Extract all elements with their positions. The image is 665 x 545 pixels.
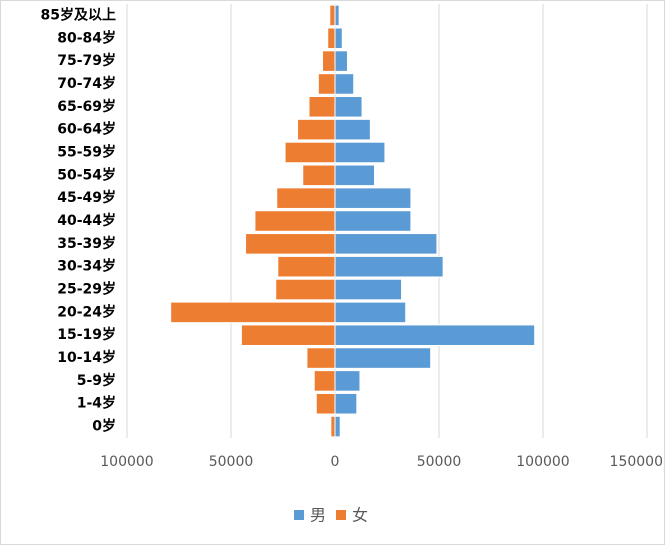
bar xyxy=(284,141,336,164)
bar xyxy=(334,278,403,301)
y-tick-label: 1-4岁 xyxy=(77,395,116,412)
y-tick-label: 20-24岁 xyxy=(57,303,116,320)
y-tick-label: 10-14岁 xyxy=(57,349,116,366)
bar xyxy=(315,392,336,415)
y-tick-label: 5-9岁 xyxy=(77,372,116,389)
y-tick-label: 60-64岁 xyxy=(57,121,116,138)
bar xyxy=(277,255,336,278)
bar xyxy=(334,392,358,415)
bar xyxy=(276,187,336,209)
x-tick-label: 0 xyxy=(331,454,340,470)
y-tick-label: 40-44岁 xyxy=(57,212,116,229)
bar xyxy=(170,301,336,324)
bar xyxy=(334,255,444,278)
bar xyxy=(317,73,336,95)
bar xyxy=(275,278,336,301)
bar xyxy=(334,370,361,392)
y-tick-label: 75-79岁 xyxy=(57,52,116,69)
bar xyxy=(302,164,336,187)
x-tick-label: 50000 xyxy=(209,454,254,470)
y-tick-label: 35-39岁 xyxy=(57,235,116,252)
bar xyxy=(334,96,363,118)
bar xyxy=(240,324,336,346)
y-tick-label: 30-34岁 xyxy=(57,258,116,275)
legend-swatch xyxy=(294,510,304,520)
legend-label: 男 xyxy=(310,506,326,525)
bar xyxy=(334,301,407,324)
bar xyxy=(334,27,343,50)
bar xyxy=(306,347,336,369)
bar xyxy=(334,187,412,209)
bar xyxy=(308,96,336,118)
y-tick-label: 65-69岁 xyxy=(57,98,116,115)
bar xyxy=(297,118,336,141)
bar xyxy=(334,4,340,27)
y-tick-label: 15-19岁 xyxy=(57,326,116,343)
bar xyxy=(334,164,376,187)
x-tick-label: 100000 xyxy=(516,454,569,470)
bar xyxy=(334,233,438,255)
bar xyxy=(334,141,386,164)
bar xyxy=(334,50,348,72)
y-tick-label: 50-54岁 xyxy=(57,166,116,183)
bar xyxy=(330,415,336,438)
x-tick-label: 150000 xyxy=(610,454,663,470)
bar xyxy=(322,50,336,72)
x-tick-label: 100000 xyxy=(100,454,153,470)
legend-label: 女 xyxy=(352,506,368,525)
y-tick-label: 0岁 xyxy=(92,418,116,435)
y-tick-label: 80-84岁 xyxy=(57,29,116,46)
y-tick-label: 85岁及以上 xyxy=(41,6,116,23)
bar xyxy=(334,324,536,346)
y-tick-label: 70-74岁 xyxy=(57,75,116,92)
bar xyxy=(327,27,336,50)
bar xyxy=(254,210,336,232)
y-tick-label: 45-49岁 xyxy=(57,189,116,206)
bar xyxy=(334,118,371,141)
bar xyxy=(245,233,336,255)
y-tick-label: 55-59岁 xyxy=(57,143,116,160)
bar xyxy=(334,415,341,438)
bar xyxy=(334,347,432,369)
x-tick-label: 50000 xyxy=(417,454,462,470)
y-tick-label: 25-29岁 xyxy=(57,281,116,298)
bar xyxy=(334,73,355,95)
bar xyxy=(334,210,412,232)
bar xyxy=(313,370,336,392)
legend-swatch xyxy=(336,510,346,520)
bar xyxy=(329,4,336,27)
